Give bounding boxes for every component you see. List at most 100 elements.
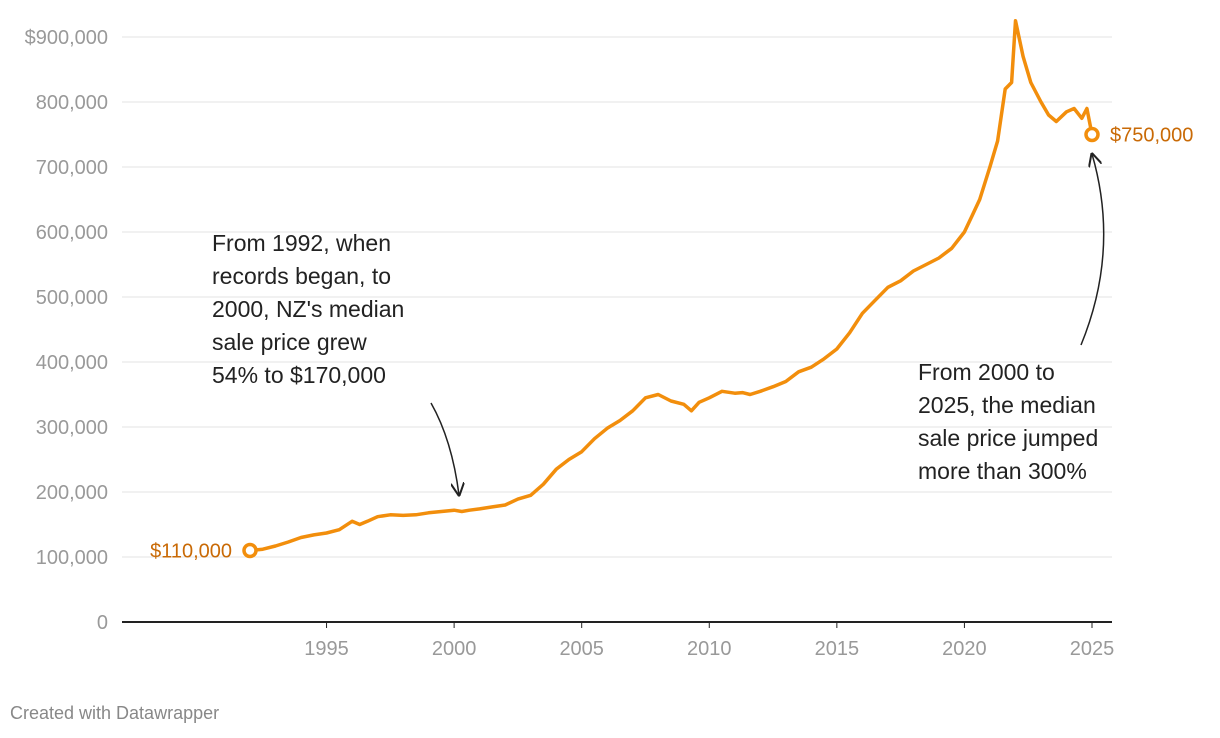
annotation-early-line: 54% to $170,000 (212, 362, 386, 388)
data-point (733, 392, 736, 395)
data-point (996, 140, 999, 142)
x-tick-label: 1995 (304, 638, 349, 660)
data-point (460, 510, 463, 513)
data-point (555, 468, 557, 471)
data-point (274, 545, 277, 547)
data-point (978, 198, 981, 201)
data-point (925, 263, 927, 266)
data-point (325, 532, 328, 534)
data-point (261, 548, 264, 550)
start-value-label: $110,000 (150, 541, 232, 563)
data-point (542, 483, 545, 486)
line-chart: $900,000 800,000 700,000 600,000 500,000 400,… (25, 19, 1193, 660)
data-point (971, 214, 973, 217)
data-point (1047, 114, 1050, 116)
data-point (517, 498, 519, 500)
y-tick-label: 400,000 (36, 352, 108, 374)
y-tick-label: 600,000 (36, 222, 108, 244)
y-tick-label: 800,000 (36, 92, 108, 114)
series-line-median-price (248, 19, 1094, 553)
annotation-late-line: 2025, the median (918, 392, 1096, 418)
data-point (772, 385, 774, 388)
data-point (1004, 88, 1007, 90)
data-point (644, 396, 647, 399)
data-point (690, 409, 693, 412)
data-point (797, 370, 800, 373)
data-point (749, 393, 751, 396)
x-tick-label: 2015 (815, 638, 860, 660)
data-point (836, 348, 838, 350)
data-point (593, 437, 596, 440)
x-tick-label: 2000 (432, 638, 477, 660)
data-point (1014, 19, 1017, 22)
annotation-late-arrow (1080, 154, 1105, 346)
data-point (887, 286, 889, 289)
data-point (1010, 81, 1013, 84)
data-point (848, 331, 851, 334)
x-tick-label: 2020 (942, 638, 987, 660)
annotation-early-line: sale price grew (212, 329, 367, 355)
annotation-late-line: From 2000 to (918, 359, 1055, 385)
data-point (351, 520, 353, 523)
annotation-late-line: more than 300% (918, 458, 1087, 484)
data-point (491, 506, 494, 508)
data-point (963, 231, 966, 233)
y-tick-label: 300,000 (36, 417, 108, 439)
y-tick-label: 500,000 (36, 287, 108, 309)
data-point (529, 494, 532, 497)
data-point (338, 528, 341, 531)
data-point (759, 390, 762, 393)
data-point (1073, 107, 1075, 110)
data-point (287, 541, 290, 543)
x-tick-label: 2010 (687, 638, 732, 660)
data-point (823, 357, 825, 360)
y-axis: $900,000 800,000 700,000 600,000 500,000 400,… (25, 27, 108, 634)
data-point (810, 366, 813, 369)
data-point (427, 512, 430, 514)
data-point (950, 247, 953, 250)
data-point (376, 515, 379, 518)
data-point (606, 427, 609, 430)
data-point (631, 409, 634, 412)
data-point (912, 270, 915, 272)
data-point (300, 536, 302, 539)
gridlines (122, 36, 1112, 558)
y-tick-label: 100,000 (36, 547, 108, 569)
data-point (619, 419, 621, 422)
y-tick-label: 200,000 (36, 482, 108, 504)
data-point (708, 396, 711, 399)
annotation-early-line: From 1992, when (212, 230, 391, 256)
series-layer: $110,000 $750,000 (150, 19, 1193, 563)
x-tick-label: 2025 (1070, 638, 1115, 660)
data-point (670, 400, 672, 402)
y-tick-label: 700,000 (36, 157, 108, 179)
data-point (415, 513, 417, 516)
data-point (440, 510, 443, 513)
data-point (938, 257, 940, 259)
data-point (1029, 81, 1032, 84)
data-point (468, 509, 471, 512)
data-point (874, 299, 876, 302)
annotation-early-line: 2000, NZ's median (212, 296, 404, 322)
annotations: From 1992, when records began, to 2000, NZ… (212, 154, 1105, 495)
data-point (721, 390, 723, 393)
data-point (989, 166, 991, 168)
data-point (1055, 120, 1058, 123)
annotation-late-line: sale price jumped (918, 425, 1098, 451)
annotation-early-arrow (430, 402, 459, 495)
data-point (1022, 55, 1024, 58)
end-value-label: $750,000 (1110, 125, 1193, 147)
x-axis: 1995 2000 2005 2010 2015 2020 2025 (122, 621, 1115, 660)
data-point (1040, 101, 1042, 103)
data-point (580, 450, 583, 453)
x-tick-label: 2005 (559, 638, 604, 660)
y-tick-label: 0 (97, 612, 108, 634)
data-point (366, 520, 369, 523)
data-point (1065, 110, 1068, 113)
data-point (861, 312, 864, 315)
data-point (899, 279, 902, 282)
annotation-early-line: records began, to (212, 263, 391, 289)
footer-credit: Created with Datawrapper (10, 703, 220, 723)
data-point (504, 504, 506, 506)
data-point (682, 403, 685, 406)
